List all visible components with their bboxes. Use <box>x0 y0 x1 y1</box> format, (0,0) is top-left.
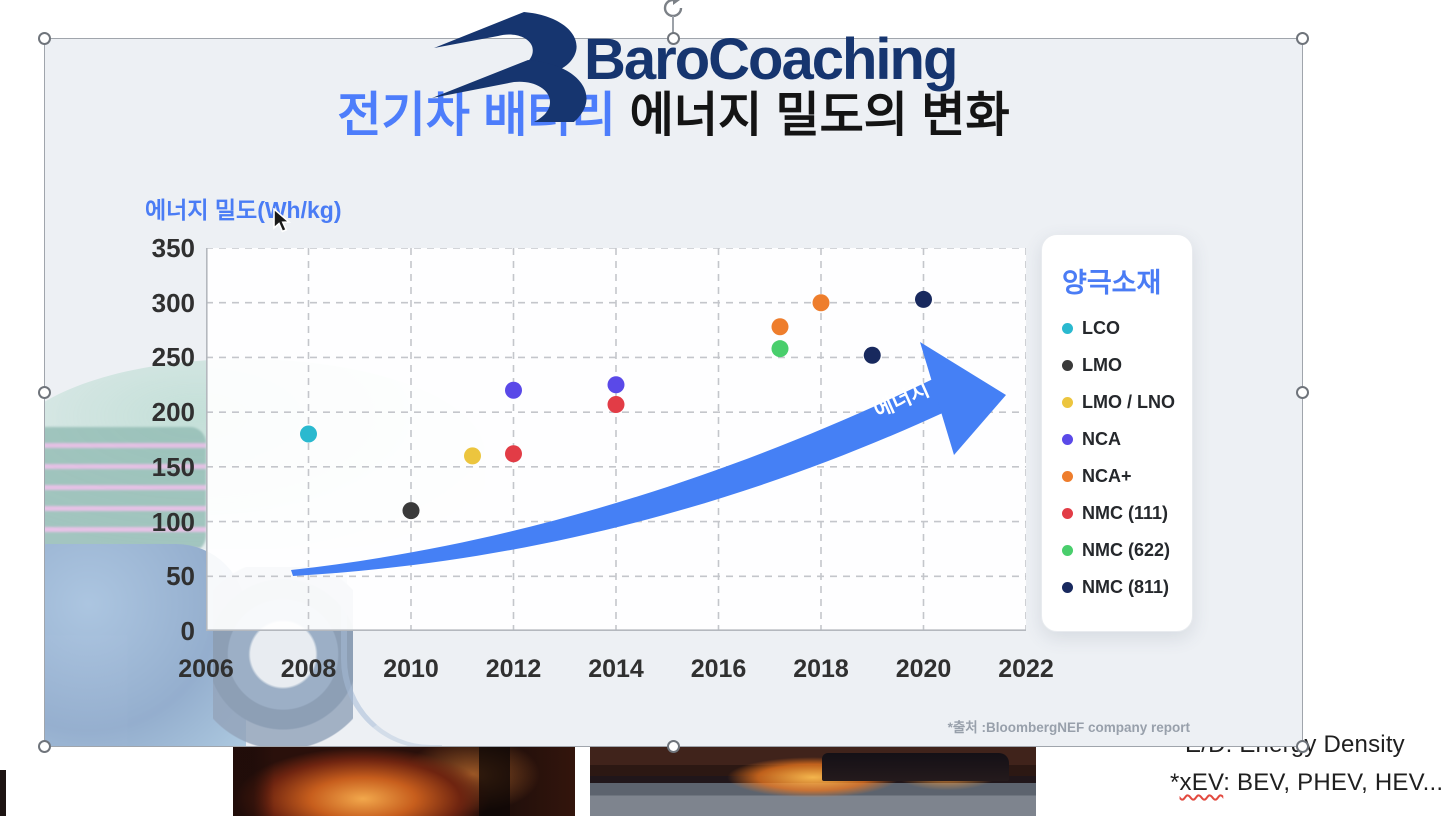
legend-dot <box>1062 545 1073 556</box>
legend-dot <box>1062 508 1073 519</box>
photo-fire-scene[interactable] <box>233 747 575 816</box>
y-axis-label: 에너지 밀도(Wh/kg) <box>145 197 342 223</box>
legend-label: NCA+ <box>1082 466 1132 486</box>
rotation-handle-stem <box>672 16 674 38</box>
legend-item: NMC (622) <box>1062 540 1192 561</box>
data-point-NMC (811) <box>915 290 932 308</box>
legend-item: NCA+ <box>1062 466 1192 487</box>
x-tick-label: 2008 <box>280 655 337 683</box>
legend-label: NMC (111) <box>1082 503 1169 523</box>
legend-dot <box>1062 471 1073 482</box>
x-tick-label: 2016 <box>690 655 747 683</box>
data-point-LCO <box>300 425 317 443</box>
x-axis-ticks: 2006 2008 2010 2012 2014 2016 2018 2020 2022 <box>178 655 1054 685</box>
legend-label: NCA <box>1082 429 1121 449</box>
legend-dot <box>1062 360 1073 371</box>
data-point-NMC (111) <box>505 445 522 463</box>
x-tick-label: 2012 <box>485 655 542 683</box>
x-tick-label: 2018 <box>793 655 849 683</box>
y-tick-label: 100 <box>151 506 195 537</box>
data-point-NMC (622) <box>771 340 789 358</box>
x-tick-label: 2022 <box>998 655 1054 683</box>
legend-item: NMC (811) <box>1062 577 1192 598</box>
data-point-LMO <box>402 502 420 520</box>
legend-label: NMC (811) <box>1082 577 1170 597</box>
legend-item: NMC (111) <box>1062 503 1192 524</box>
data-point-NMC (811) <box>863 346 881 364</box>
x-tick-label: 2006 <box>178 655 234 683</box>
x-tick-label: 2014 <box>588 655 644 683</box>
scatter-chart-svg: 에너지 <box>206 247 1027 632</box>
page-title-highlight: 전기차 배터리 <box>337 89 616 142</box>
x-tick-label: 2010 <box>383 655 439 683</box>
data-points <box>300 290 932 520</box>
data-point-NCA <box>505 381 522 399</box>
legend-items: LCO LMO LMO / LNO NCA NCA+ NMC (111) NMC (622)… <box>1042 318 1192 598</box>
y-tick-label: 250 <box>151 342 195 373</box>
data-point-NCA+ <box>812 294 830 312</box>
y-tick-label: 0 <box>180 616 195 646</box>
legend-dot <box>1062 434 1073 445</box>
legend-item: LCO <box>1062 318 1192 339</box>
photo-burning-car[interactable] <box>590 747 1036 816</box>
footnote-xev[interactable]: *xEV: BEV, PHEV, HEV... <box>1170 769 1443 797</box>
legend-label: LCO <box>1082 318 1120 338</box>
data-point-NCA+ <box>771 318 789 336</box>
slide-canvas[interactable]: 전기차 배터리 에너지 밀도의 변화 에너지 밀도(Wh/kg) 에너지 0 50 1… <box>44 38 1303 747</box>
legend-item: LMO / LNO <box>1062 392 1192 413</box>
legend-label: NMC (622) <box>1082 540 1171 560</box>
scatter-chart: 에너지 <box>206 247 1027 632</box>
photo-edge-sliver[interactable] <box>0 770 6 816</box>
page-title-rest: 에너지 밀도의 변화 <box>629 89 1010 142</box>
legend-title: 양극소재 <box>1062 268 1162 298</box>
source-note: *출처 :BloombergNEF company report <box>947 720 1190 735</box>
y-tick-label: 150 <box>151 451 195 482</box>
y-axis-ticks: 0 50 100 150 200 250 300 350 <box>133 234 195 645</box>
legend-dot <box>1062 397 1073 408</box>
legend-item: LMO <box>1062 355 1192 376</box>
footnote-xev-prefix: * <box>1170 769 1180 796</box>
y-tick-label: 300 <box>151 287 195 318</box>
footnote-xev-term: xEV <box>1179 769 1224 796</box>
legend-dot <box>1062 582 1073 593</box>
legend-label: LMO / LNO <box>1082 392 1175 412</box>
data-point-NMC (111) <box>607 395 625 413</box>
y-tick-label: 200 <box>151 397 195 428</box>
trend-arrow-head <box>920 342 1006 455</box>
legend-label: LMO <box>1082 355 1122 375</box>
page-title: 전기차 배터리 에너지 밀도의 변화 <box>45 75 1302 145</box>
x-tick-label: 2020 <box>895 655 952 683</box>
legend-item: NCA <box>1062 429 1192 450</box>
y-tick-label: 350 <box>151 233 195 263</box>
y-tick-label: 50 <box>166 561 195 592</box>
rotation-handle-icon[interactable] <box>660 0 686 17</box>
data-point-LMO / LNO <box>464 447 481 465</box>
footnote-xev-rest: : BEV, PHEV, HEV... <box>1223 769 1444 796</box>
legend-dot <box>1062 323 1073 334</box>
legend-card: 양극소재 LCO LMO LMO / LNO NCA NCA+ NMC (111) NMC … <box>1041 234 1193 632</box>
data-point-NCA <box>607 376 625 394</box>
